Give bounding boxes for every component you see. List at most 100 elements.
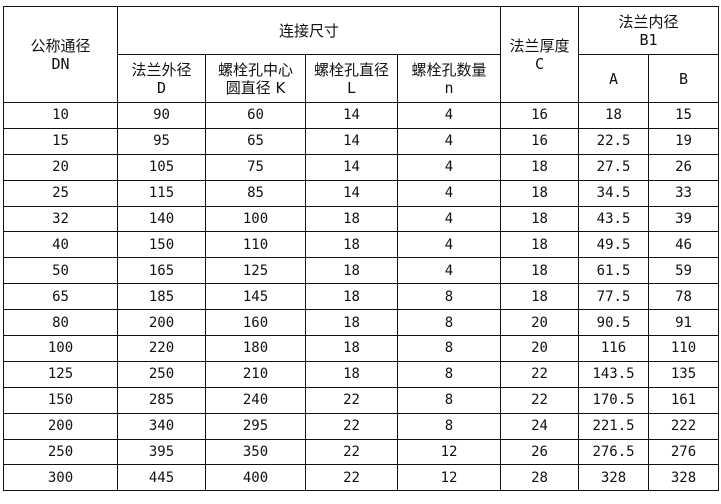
header-l-symbol: L — [346, 78, 357, 97]
cell-l: 22 — [305, 438, 398, 466]
cell-k: 295 — [205, 412, 306, 440]
header-b1: 法兰内径 B1 — [578, 6, 720, 55]
cell-c: 22 — [500, 386, 580, 414]
cell-d: 150 — [117, 231, 206, 259]
header-k-title: 螺栓孔中心 — [217, 60, 293, 79]
cell-k: 160 — [205, 309, 306, 337]
cell-c: 28 — [500, 464, 580, 492]
cell-b: 19 — [648, 127, 720, 155]
cell-c: 18 — [500, 205, 580, 233]
cell-c: 18 — [500, 283, 580, 311]
cell-n: 8 — [396, 283, 502, 311]
header-k: 螺栓孔中心 圆直径 K — [205, 54, 306, 103]
cell-d: 220 — [117, 335, 206, 362]
cell-c: 16 — [500, 127, 580, 155]
cell-dn: 15 — [3, 127, 118, 155]
cell-n: 8 — [396, 412, 502, 440]
cell-l: 14 — [305, 179, 398, 207]
cell-l: 18 — [305, 360, 398, 388]
cell-a: 116 — [578, 335, 650, 362]
cell-a: 34.5 — [578, 179, 650, 207]
cell-c: 26 — [500, 438, 580, 466]
cell-n: 12 — [396, 438, 502, 466]
cell-k: 75 — [205, 153, 306, 181]
header-b-label: B — [679, 69, 689, 88]
cell-a: 221.5 — [578, 412, 650, 440]
cell-n: 4 — [396, 205, 502, 233]
table-row: 300 445 400 22 12 28 328 328 — [3, 464, 720, 492]
cell-b: 59 — [648, 257, 720, 285]
cell-a: 328 — [578, 464, 650, 492]
header-dn-symbol: DN — [51, 54, 70, 73]
cell-l: 18 — [305, 335, 398, 362]
cell-k: 85 — [205, 179, 306, 207]
cell-d: 105 — [117, 153, 206, 181]
cell-dn: 300 — [3, 464, 118, 492]
cell-k: 350 — [205, 438, 306, 466]
cell-a: 61.5 — [578, 257, 650, 285]
cell-b: 222 — [648, 412, 720, 440]
cell-a: 276.5 — [578, 438, 650, 466]
header-a: A — [578, 54, 650, 103]
cell-k: 60 — [205, 102, 306, 129]
cell-l: 18 — [305, 309, 398, 337]
cell-k: 210 — [205, 360, 306, 388]
header-l: 螺栓孔直径 L — [305, 54, 398, 103]
cell-l: 14 — [305, 102, 398, 129]
table-row: 150 285 240 22 8 22 170.5 161 — [3, 386, 720, 414]
cell-n: 8 — [396, 360, 502, 388]
cell-b: 26 — [648, 153, 720, 181]
header-d-symbol: D — [156, 78, 167, 97]
cell-dn: 10 — [3, 102, 118, 129]
cell-k: 180 — [205, 335, 306, 362]
table-row: 40 150 110 18 4 18 49.5 46 — [3, 231, 720, 259]
header-l-title: 螺栓孔直径 — [313, 60, 389, 79]
table-row: 125 250 210 18 8 22 143.5 135 — [3, 360, 720, 388]
cell-dn: 25 — [3, 179, 118, 207]
table-row: 10 90 60 14 4 16 18 15 — [3, 102, 720, 129]
header-a-label: A — [609, 69, 619, 88]
cell-a: 43.5 — [578, 205, 650, 233]
cell-b: 276 — [648, 438, 720, 466]
cell-n: 4 — [396, 127, 502, 155]
cell-c: 22 — [500, 360, 580, 388]
table-row: 20 105 75 14 4 18 27.5 26 — [3, 153, 720, 181]
cell-c: 16 — [500, 102, 580, 129]
header-k-symbol: 圆直径 K — [225, 78, 286, 97]
table-body: 10 90 60 14 4 16 18 15 15 95 65 14 4 16 22.5 19 20 105 75 1… — [3, 102, 720, 492]
cell-b: 161 — [648, 386, 720, 414]
cell-a: 49.5 — [578, 231, 650, 259]
cell-dn: 80 — [3, 309, 118, 337]
cell-l: 14 — [305, 153, 398, 181]
cell-l: 22 — [305, 386, 398, 414]
table-row: 50 165 125 18 4 18 61.5 59 — [3, 257, 720, 285]
cell-d: 165 — [117, 257, 206, 285]
cell-d: 395 — [117, 438, 206, 466]
cell-l: 14 — [305, 127, 398, 155]
cell-a: 90.5 — [578, 309, 650, 337]
cell-b: 46 — [648, 231, 720, 259]
cell-d: 90 — [117, 102, 206, 129]
cell-dn: 125 — [3, 360, 118, 388]
cell-n: 4 — [396, 231, 502, 259]
cell-dn: 40 — [3, 231, 118, 259]
cell-c: 20 — [500, 335, 580, 362]
table-row: 25 115 85 14 4 18 34.5 33 — [3, 179, 720, 207]
cell-c: 20 — [500, 309, 580, 337]
cell-b: 33 — [648, 179, 720, 207]
cell-dn: 100 — [3, 335, 118, 362]
header-c-title: 法兰厚度 — [509, 36, 570, 55]
cell-l: 22 — [305, 464, 398, 492]
flange-dimensions-table: 公称通径 DN 连接尺寸 法兰厚度 C 法兰内径 B1 法兰外径 D 螺栓孔中心… — [3, 6, 720, 492]
table-row: 32 140 100 18 4 18 43.5 39 — [3, 205, 720, 233]
cell-dn: 65 — [3, 283, 118, 311]
cell-c: 18 — [500, 231, 580, 259]
cell-d: 285 — [117, 386, 206, 414]
cell-k: 100 — [205, 205, 306, 233]
cell-b: 15 — [648, 102, 720, 129]
cell-l: 18 — [305, 283, 398, 311]
cell-c: 18 — [500, 179, 580, 207]
cell-l: 22 — [305, 412, 398, 440]
cell-a: 22.5 — [578, 127, 650, 155]
header-c-symbol: C — [535, 54, 545, 73]
